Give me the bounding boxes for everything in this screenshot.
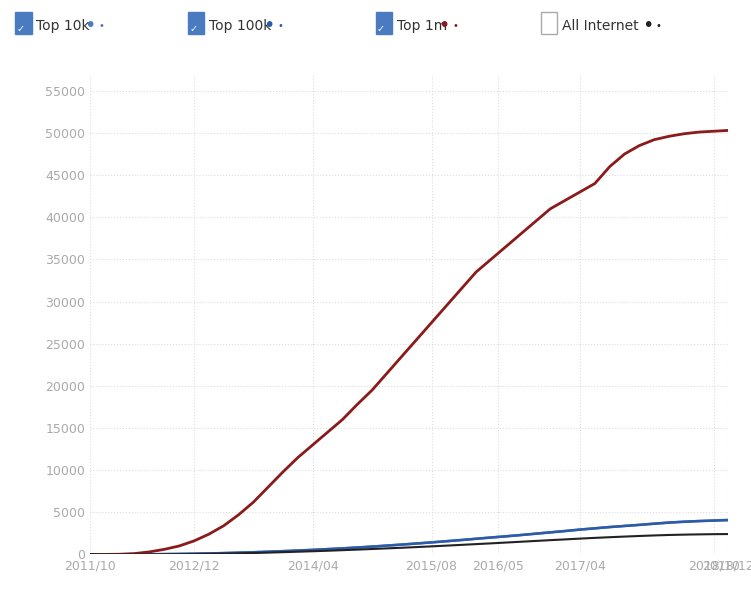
Text: •: • xyxy=(452,21,458,31)
Text: ✓: ✓ xyxy=(377,24,385,34)
Text: •: • xyxy=(264,17,275,35)
Text: Top 10k: Top 10k xyxy=(36,19,89,33)
Text: Top 100k: Top 100k xyxy=(209,19,271,33)
Text: ✓: ✓ xyxy=(17,24,25,34)
Text: Top 1m: Top 1m xyxy=(397,19,447,33)
Text: ✓: ✓ xyxy=(189,24,198,34)
Text: All Internet: All Internet xyxy=(562,19,638,33)
Text: •: • xyxy=(642,17,653,35)
Text: •: • xyxy=(439,17,450,35)
Text: •: • xyxy=(98,21,104,31)
Text: •: • xyxy=(656,21,662,31)
Text: •: • xyxy=(277,21,283,31)
Text: •: • xyxy=(85,17,96,35)
